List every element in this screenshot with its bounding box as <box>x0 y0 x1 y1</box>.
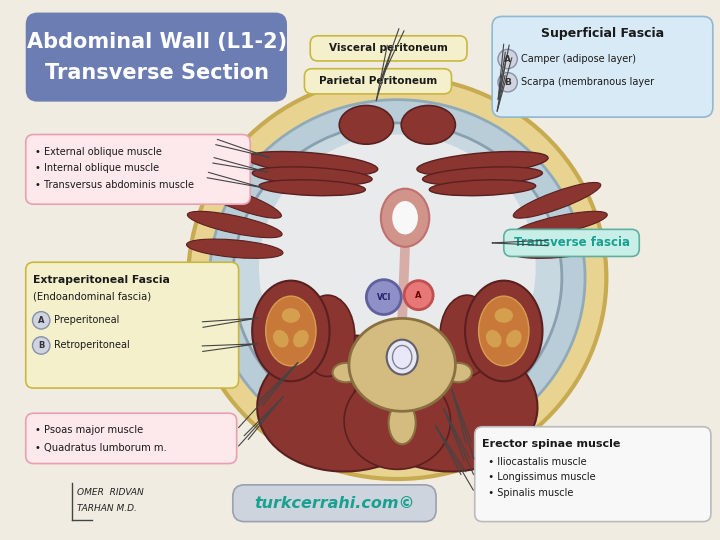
Text: Transverse fascia: Transverse fascia <box>513 237 629 249</box>
Ellipse shape <box>389 402 415 444</box>
Ellipse shape <box>387 340 418 375</box>
Ellipse shape <box>252 167 372 185</box>
Ellipse shape <box>344 373 451 469</box>
Circle shape <box>32 312 50 329</box>
FancyBboxPatch shape <box>492 16 713 117</box>
Circle shape <box>404 281 433 309</box>
Text: • External oblique muscle: • External oblique muscle <box>35 147 162 157</box>
Ellipse shape <box>417 152 548 176</box>
Ellipse shape <box>381 188 429 247</box>
FancyBboxPatch shape <box>305 69 451 94</box>
Text: • Longissimus muscle: • Longissimus muscle <box>482 472 596 482</box>
Text: turkcerrahi.com©: turkcerrahi.com© <box>254 496 415 511</box>
Ellipse shape <box>429 180 536 195</box>
Ellipse shape <box>479 296 529 366</box>
Ellipse shape <box>300 295 355 376</box>
Ellipse shape <box>186 239 283 258</box>
FancyBboxPatch shape <box>504 230 639 256</box>
Ellipse shape <box>339 105 393 144</box>
Ellipse shape <box>266 296 316 366</box>
Text: • Quadratus lumborum m.: • Quadratus lumborum m. <box>35 443 167 453</box>
Text: Extraperitoneal Fascia: Extraperitoneal Fascia <box>33 275 171 285</box>
Text: A: A <box>415 291 422 300</box>
Ellipse shape <box>494 308 513 323</box>
Text: • Spinalis muscle: • Spinalis muscle <box>482 488 574 497</box>
Text: Transverse Section: Transverse Section <box>45 63 269 83</box>
Text: Parietal Peritoneum: Parietal Peritoneum <box>319 76 437 86</box>
Ellipse shape <box>273 329 289 348</box>
Ellipse shape <box>445 363 472 382</box>
Ellipse shape <box>257 335 441 471</box>
Text: Camper (adipose layer): Camper (adipose layer) <box>521 54 636 64</box>
Text: Abdominal Wall (L1-2): Abdominal Wall (L1-2) <box>27 32 287 52</box>
Text: Visceral peritoneum: Visceral peritoneum <box>329 43 448 53</box>
Text: B: B <box>504 78 511 87</box>
FancyBboxPatch shape <box>26 413 237 463</box>
Text: B: B <box>38 341 45 350</box>
Ellipse shape <box>252 281 330 381</box>
Ellipse shape <box>440 295 494 376</box>
Ellipse shape <box>259 180 365 195</box>
FancyBboxPatch shape <box>474 427 711 522</box>
Text: Preperitoneal: Preperitoneal <box>54 315 120 325</box>
Circle shape <box>366 280 401 314</box>
FancyBboxPatch shape <box>26 12 287 102</box>
Text: A: A <box>38 316 45 325</box>
FancyBboxPatch shape <box>26 262 238 388</box>
Ellipse shape <box>187 211 282 238</box>
Text: Superficial Fascia: Superficial Fascia <box>541 28 664 40</box>
Ellipse shape <box>465 281 542 381</box>
Text: A: A <box>504 55 511 64</box>
Text: (Endoandominal fascia): (Endoandominal fascia) <box>33 291 152 301</box>
Ellipse shape <box>485 329 502 348</box>
Ellipse shape <box>210 100 585 456</box>
Text: • Psoas major muscle: • Psoas major muscle <box>35 424 144 435</box>
Text: OMER  RIDVAN: OMER RIDVAN <box>77 488 144 497</box>
Ellipse shape <box>423 167 542 185</box>
Ellipse shape <box>247 152 378 176</box>
Ellipse shape <box>194 183 282 218</box>
FancyBboxPatch shape <box>310 36 467 61</box>
Text: Scarpa (membranous layer: Scarpa (membranous layer <box>521 77 654 87</box>
Text: • Transversus abdominis muscle: • Transversus abdominis muscle <box>35 180 194 190</box>
Text: Erector spinae muscle: Erector spinae muscle <box>482 439 621 449</box>
Ellipse shape <box>392 200 418 235</box>
Ellipse shape <box>233 123 562 433</box>
Ellipse shape <box>292 329 309 348</box>
Ellipse shape <box>282 308 300 323</box>
Ellipse shape <box>505 329 522 348</box>
Text: • Internal oblique muscle: • Internal oblique muscle <box>35 164 160 173</box>
Circle shape <box>498 49 518 69</box>
FancyBboxPatch shape <box>26 134 251 204</box>
Ellipse shape <box>349 319 455 411</box>
FancyBboxPatch shape <box>233 485 436 522</box>
Text: Retroperitoneal: Retroperitoneal <box>54 341 130 350</box>
Ellipse shape <box>392 346 412 369</box>
Ellipse shape <box>189 77 606 479</box>
Ellipse shape <box>513 183 600 218</box>
Ellipse shape <box>401 105 455 144</box>
Ellipse shape <box>333 363 359 382</box>
Ellipse shape <box>512 239 608 258</box>
Circle shape <box>32 337 50 354</box>
Ellipse shape <box>354 335 538 471</box>
Text: • Iliocastalis muscle: • Iliocastalis muscle <box>482 457 587 467</box>
Ellipse shape <box>259 134 536 402</box>
Text: VCI: VCI <box>377 293 391 302</box>
Circle shape <box>498 72 518 92</box>
Polygon shape <box>397 247 410 321</box>
Ellipse shape <box>513 211 607 238</box>
Text: TARHAN M.D.: TARHAN M.D. <box>77 504 137 512</box>
